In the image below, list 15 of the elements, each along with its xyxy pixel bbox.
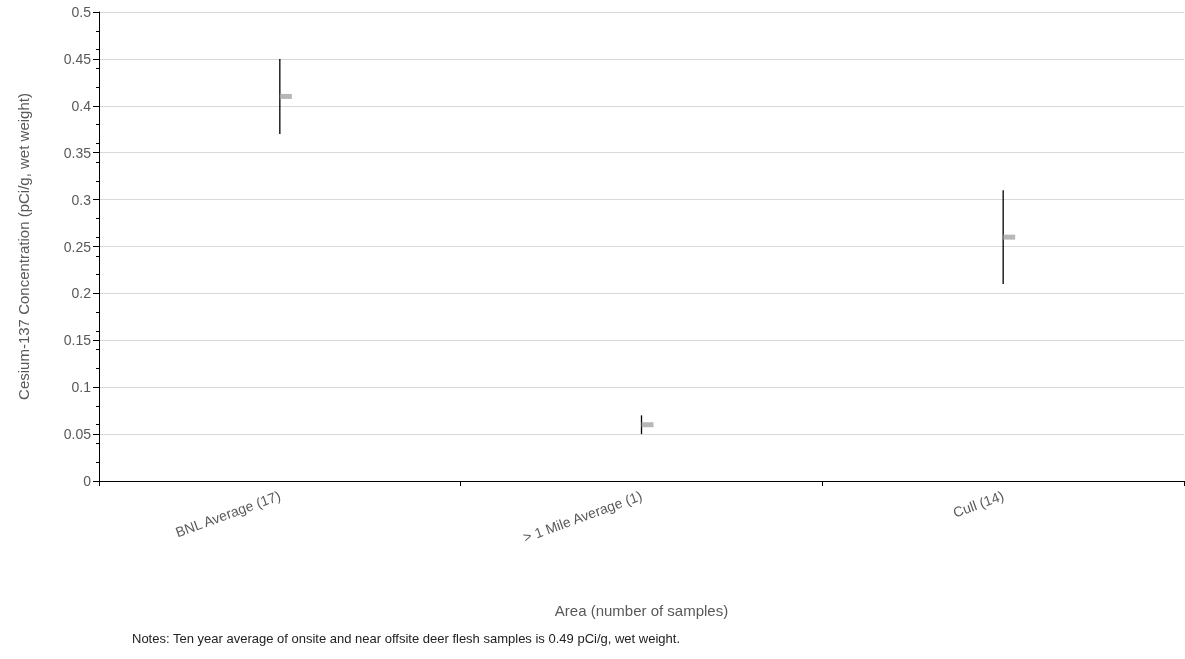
y-tick-label: 0.15 bbox=[63, 332, 92, 349]
y-tick-label: 0.35 bbox=[63, 144, 92, 161]
x-axis-title: Area (number of samples) bbox=[554, 602, 729, 619]
y-tick-label: 0.45 bbox=[63, 50, 92, 67]
y-tick-label: 0 bbox=[83, 473, 92, 489]
y-tick-label: 0.5 bbox=[71, 4, 92, 20]
y-tick-label: 0.1 bbox=[71, 379, 92, 396]
text: Notes: Ten year average of onsite and near offsite deer flesh samples is 0.49 pCi/g, wet weight. bbox=[132, 631, 680, 646]
y-tick-label: 0.4 bbox=[71, 97, 92, 114]
y-tick-label: 0.2 bbox=[71, 285, 92, 302]
y-tick-label: 0.25 bbox=[63, 238, 92, 255]
y-axis-title: Cesium-137 Concentration (pCi/g, wet weight) bbox=[15, 93, 32, 400]
x-tick-label: Cull (14) bbox=[950, 487, 1006, 521]
y-tick-label: 0.05 bbox=[63, 426, 92, 443]
y-tick-label: 0.3 bbox=[71, 191, 92, 208]
